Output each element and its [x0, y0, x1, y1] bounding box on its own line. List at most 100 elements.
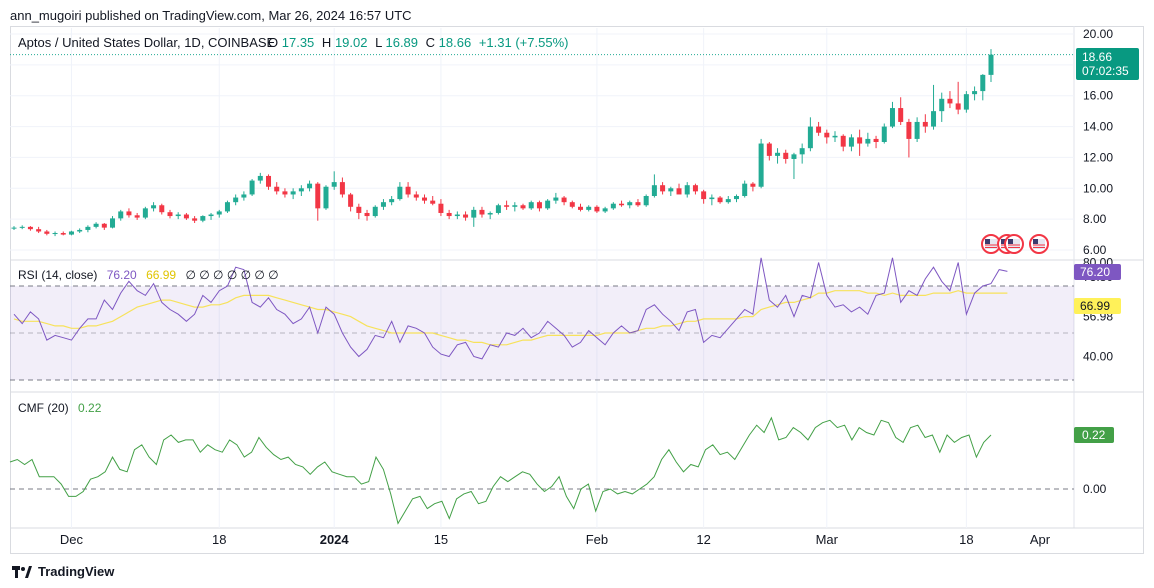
candle	[545, 199, 551, 210]
candle-body	[175, 214, 181, 217]
candle	[356, 203, 362, 220]
candle-body	[44, 231, 50, 234]
candle	[290, 188, 296, 200]
candle-body	[692, 185, 698, 192]
candle-body	[397, 186, 403, 200]
candle	[536, 200, 542, 212]
candle	[668, 186, 674, 196]
candle	[643, 194, 649, 207]
candle-body	[110, 218, 116, 228]
x-tick-label: 18	[212, 532, 226, 547]
candle	[77, 228, 83, 234]
candle-body	[766, 143, 772, 156]
candle	[216, 209, 222, 218]
candle-body	[159, 205, 165, 213]
candle	[857, 129, 863, 156]
candle-body	[914, 121, 920, 139]
candle	[233, 194, 239, 206]
candle	[635, 199, 641, 207]
candle-body	[68, 231, 74, 235]
tradingview-logo-icon	[12, 565, 32, 578]
candle-body	[274, 186, 280, 192]
candle-body	[939, 98, 945, 112]
event-flags	[981, 234, 1049, 254]
candle-body	[906, 121, 912, 139]
candle	[577, 203, 583, 212]
candle-body	[298, 188, 304, 192]
candle	[586, 205, 592, 212]
candle	[200, 215, 206, 223]
cmf-value: 0.22	[78, 401, 102, 415]
candle-body	[725, 199, 731, 203]
price-tick-label: 14.00	[1083, 120, 1113, 134]
candle	[881, 123, 887, 144]
candle-body	[660, 185, 666, 192]
candle-body	[93, 223, 99, 227]
candle-body	[504, 205, 510, 207]
candle	[192, 216, 198, 223]
candle-body	[619, 203, 625, 206]
us-flag-icon[interactable]	[1029, 234, 1049, 254]
candle	[175, 212, 181, 220]
candle	[520, 203, 526, 210]
candle	[725, 196, 731, 204]
us-flag-icon[interactable]	[981, 234, 1001, 254]
candle-body	[380, 202, 386, 207]
rsi-ma-badge-label: 66.99	[1080, 299, 1110, 313]
price-tick-label: 16.00	[1083, 89, 1113, 103]
candle-body	[208, 214, 214, 217]
candle-body	[85, 226, 91, 230]
rsi-legend: RSI (14, close) 76.20 66.99 ∅ ∅ ∅ ∅ ∅ ∅ …	[18, 268, 279, 282]
candle-body	[315, 183, 321, 209]
candle-body	[873, 138, 879, 142]
candle-body	[602, 208, 608, 212]
candle-body	[742, 183, 748, 196]
candle-body	[988, 54, 994, 75]
candle	[824, 129, 830, 144]
rsi-band	[10, 285, 1074, 490]
last-price-badge	[1076, 48, 1139, 80]
candle-body	[898, 108, 904, 122]
footer-brand-label: TradingView	[38, 564, 115, 579]
candle	[266, 174, 272, 190]
candle-body	[241, 194, 247, 198]
ohlc-c-value: 18.66	[439, 35, 472, 50]
candle-body	[799, 148, 805, 155]
candle-body	[545, 200, 551, 209]
candle-body	[733, 196, 739, 200]
candle	[405, 182, 411, 198]
candle-body	[832, 135, 838, 138]
candle-body	[192, 218, 198, 221]
candle-body	[569, 202, 575, 207]
candle-body	[471, 209, 477, 218]
candle-body	[495, 205, 501, 213]
candle-body	[783, 152, 789, 159]
ohlc-h-label: H	[322, 35, 331, 50]
candle-body	[60, 233, 66, 235]
candle	[512, 202, 518, 212]
candle-body	[775, 152, 781, 156]
publish-line: ann_mugoiri published on TradingView.com…	[10, 8, 412, 23]
candle-body	[167, 212, 173, 217]
candle-body	[11, 227, 17, 229]
candle	[315, 182, 321, 221]
candle	[569, 200, 575, 209]
candle	[134, 212, 140, 220]
us-flag-icon[interactable]	[1004, 234, 1024, 254]
x-tick-label: 18	[959, 532, 973, 547]
candle-body	[224, 202, 230, 212]
candle	[939, 92, 945, 122]
candle	[348, 192, 354, 212]
candle	[955, 81, 961, 115]
rsi-ma-badge	[1074, 298, 1121, 314]
footer-brand[interactable]: TradingView	[12, 564, 114, 579]
candle	[594, 205, 600, 213]
candle-body	[955, 103, 961, 110]
series-layer	[9, 49, 1074, 525]
candle	[766, 142, 772, 161]
rsi-value-badge	[1074, 264, 1121, 280]
candle	[816, 121, 822, 136]
price-tick-label: 8.00	[1083, 212, 1107, 226]
candle	[413, 191, 419, 201]
